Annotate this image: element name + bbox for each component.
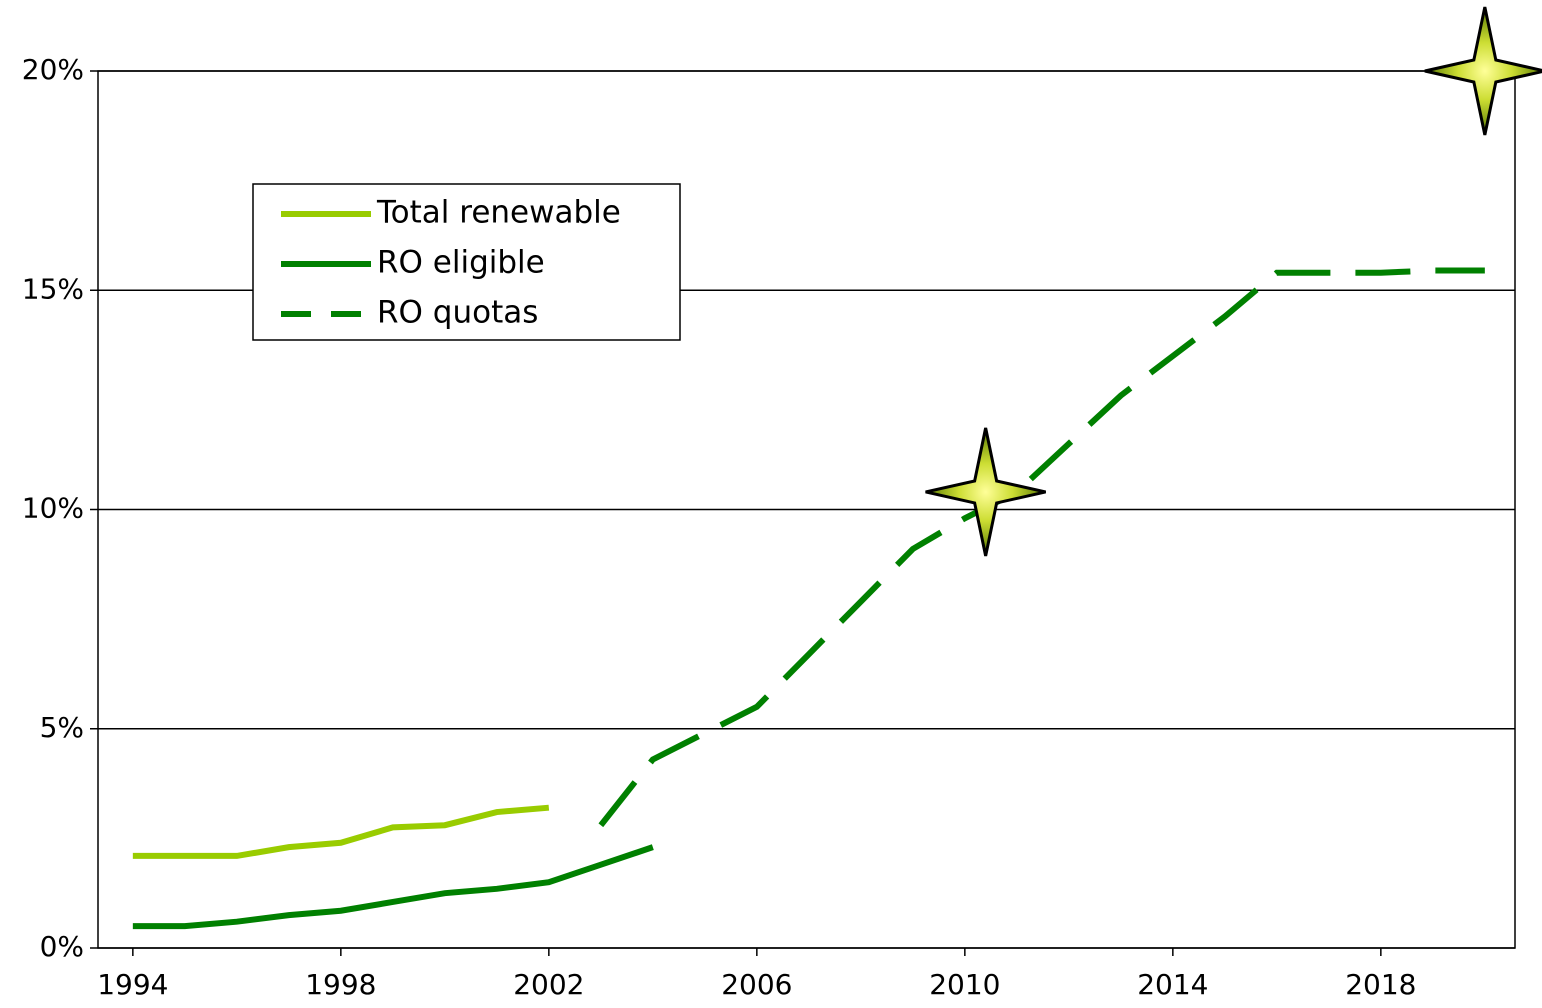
y-tick-label: 10%	[22, 492, 84, 525]
series-line	[132, 844, 654, 930]
star-marker	[925, 427, 1046, 557]
star-marker	[1424, 6, 1542, 136]
legend-label: Total renewable	[376, 195, 621, 231]
y-tick-label: 15%	[22, 272, 84, 305]
legend-label: RO quotas	[377, 295, 538, 331]
plot-frame	[97, 70, 1516, 949]
y-tick-label: 0%	[40, 930, 84, 963]
y-tick-label: 5%	[40, 711, 84, 744]
series-line	[598, 267, 1485, 828]
x-tick-label: 1994	[97, 968, 168, 1001]
x-tick-label: 2010	[929, 968, 1000, 1001]
x-tick-label: 2014	[1137, 968, 1208, 1001]
legend-label: RO eligible	[377, 245, 545, 281]
y-tick-label: 20%	[22, 53, 84, 86]
series-line	[132, 804, 550, 859]
x-tick-label: 2002	[513, 968, 584, 1001]
x-tick-label: 2006	[721, 968, 792, 1001]
x-tick-label: 1998	[305, 968, 376, 1001]
x-tick-label: 2018	[1345, 968, 1416, 1001]
